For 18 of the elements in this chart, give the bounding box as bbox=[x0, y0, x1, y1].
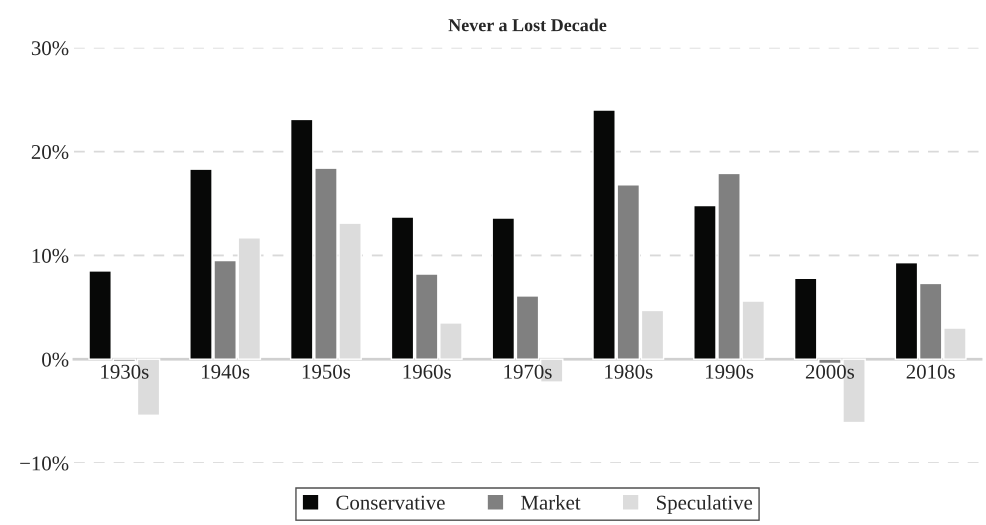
x-tick-label: 2010s bbox=[906, 364, 955, 379]
x-tick-label: 1960s bbox=[404, 364, 451, 379]
legend-label: Speculative bbox=[657, 495, 752, 514]
y-tick-label: −10% bbox=[20, 456, 68, 471]
x-tick-label: 1950s bbox=[302, 364, 350, 379]
x-tick-label: 1970s bbox=[504, 364, 552, 379]
y-tick-label: 20% bbox=[32, 144, 68, 160]
x-tick-label: 2000s bbox=[806, 364, 854, 379]
x-tick-label: 1940s bbox=[202, 364, 250, 379]
y-tick-label: 0% bbox=[42, 352, 68, 367]
x-tick-label: 1980s bbox=[605, 364, 652, 379]
x-tick-label: 1930s bbox=[101, 364, 148, 379]
legend-label: Conservative bbox=[336, 496, 445, 510]
chart-title: Never a Lost Decade bbox=[448, 18, 606, 32]
x-tick-label: 1990s bbox=[706, 364, 754, 379]
legend-label: Market bbox=[521, 495, 581, 510]
y-tick-label: 30% bbox=[32, 41, 68, 56]
y-tick-label: 10% bbox=[32, 248, 68, 263]
